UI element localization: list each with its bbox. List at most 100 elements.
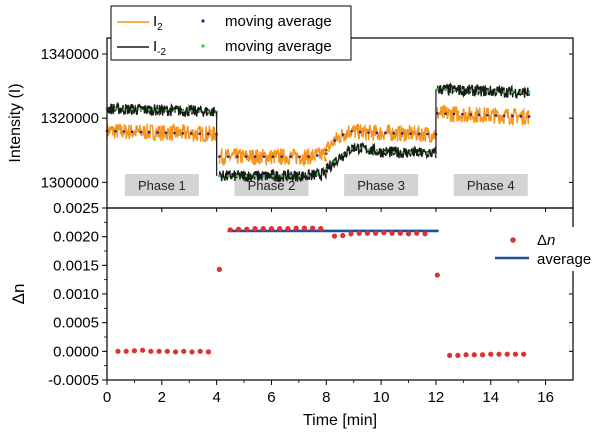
delta-n-point (389, 230, 395, 236)
moving-average-point (227, 174, 230, 178)
phase-label-box (124, 174, 199, 196)
delta-n-point (244, 226, 250, 232)
delta-n-point (488, 351, 494, 357)
y-tick-label: 0.0010 (53, 286, 99, 303)
series-line-I-2 (106, 101, 218, 118)
x-tick-label: 8 (322, 389, 330, 406)
y-tick-label: 1320000 (41, 110, 99, 127)
moving-average-point (164, 108, 168, 112)
y-tick-label: 0.0000 (53, 343, 99, 360)
delta-n-point (356, 230, 362, 236)
series-line-I2 (218, 146, 327, 168)
moving-average-point (173, 131, 176, 135)
moving-average-point (477, 89, 481, 93)
moving-average-point (527, 91, 531, 94)
phase-label-box (344, 174, 419, 196)
moving-average-point (164, 131, 168, 135)
legend-label-im2-base: I (153, 38, 157, 55)
bottom-y-axis-label: Δn (9, 284, 28, 305)
moving-average-point (280, 174, 284, 178)
delta-n-point (463, 352, 469, 358)
moving-average-point (181, 109, 185, 113)
delta-n-point (268, 226, 275, 232)
bottom-legend-box (488, 227, 604, 271)
delta-n-point (405, 231, 412, 237)
legend-marker-dn (510, 237, 516, 243)
x-tick-label: 16 (537, 389, 554, 406)
series-line-I2 (106, 123, 218, 143)
delta-n-point (301, 225, 307, 231)
legend-marker-avg-1 (201, 19, 205, 23)
delta-n-point (285, 226, 291, 232)
delta-n-point (181, 348, 187, 354)
delta-n-point (381, 230, 387, 236)
moving-average-point (181, 131, 185, 135)
delta-n-point (318, 226, 324, 232)
moving-average-point (392, 131, 396, 135)
moving-average-point (350, 130, 353, 133)
phase-label: Phase 1 (138, 178, 186, 193)
delta-n-point (205, 349, 212, 355)
moving-average-point (333, 160, 337, 163)
delta-n-point (455, 352, 461, 358)
moving-average-point (426, 132, 429, 136)
phase-label-box (234, 174, 309, 196)
delta-n-point (496, 351, 502, 357)
moving-average-point (494, 90, 498, 93)
moving-average-point (409, 151, 412, 155)
moving-average-point (147, 130, 151, 134)
moving-average-point (367, 148, 370, 151)
legend-label-dn-delta: Δ (537, 232, 547, 249)
moving-average-point (409, 132, 412, 135)
moving-average-point (198, 132, 202, 136)
legend-label-average: average (537, 251, 591, 268)
moving-average-point (253, 155, 257, 158)
delta-n-point (364, 230, 371, 236)
moving-average-point (139, 130, 143, 134)
moving-average-point (502, 114, 506, 118)
moving-average-point (392, 150, 396, 154)
series-line-I2 (436, 103, 530, 127)
moving-average-point (519, 114, 523, 118)
x-axis-label: Time [min] (303, 412, 377, 429)
legend-label-dn-n: n (547, 232, 555, 249)
moving-average-point (384, 131, 387, 135)
moving-average-point (494, 114, 498, 117)
x-tick-label: 2 (158, 389, 166, 406)
delta-n-point (227, 227, 233, 233)
moving-average-point (244, 174, 248, 178)
delta-n-point (293, 225, 299, 231)
moving-average-point (400, 151, 404, 154)
moving-average-point (262, 155, 266, 158)
moving-average-point (400, 132, 404, 135)
delta-n-point (504, 351, 510, 357)
delta-n-point (260, 226, 266, 232)
moving-average-point (215, 110, 218, 114)
delta-n-point (397, 230, 403, 236)
series-line-I2 (325, 123, 437, 152)
moving-average-point (307, 174, 310, 177)
moving-average-point (436, 112, 439, 115)
delta-n-point (164, 348, 170, 354)
legend-label-im2-sub: -2 (157, 47, 166, 58)
moving-average-point (147, 108, 151, 112)
y-tick-label: 1300000 (41, 174, 99, 191)
delta-n-point (252, 226, 258, 232)
moving-average-point (131, 130, 134, 134)
moving-average-point (417, 151, 421, 155)
moving-average-point (341, 153, 345, 156)
delta-n-point (123, 348, 129, 354)
moving-average-point (502, 90, 506, 93)
moving-average-point (198, 109, 202, 113)
moving-average-point (436, 88, 439, 91)
delta-n-point (331, 233, 338, 239)
legend-label-i2-base: I (153, 13, 157, 30)
delta-n-point (414, 230, 420, 236)
moving-average-point (280, 155, 284, 158)
delta-n-point (277, 226, 283, 232)
legend-label-i2: I2 (153, 13, 163, 33)
moving-average-point (206, 132, 210, 136)
moving-average-point (444, 112, 447, 115)
